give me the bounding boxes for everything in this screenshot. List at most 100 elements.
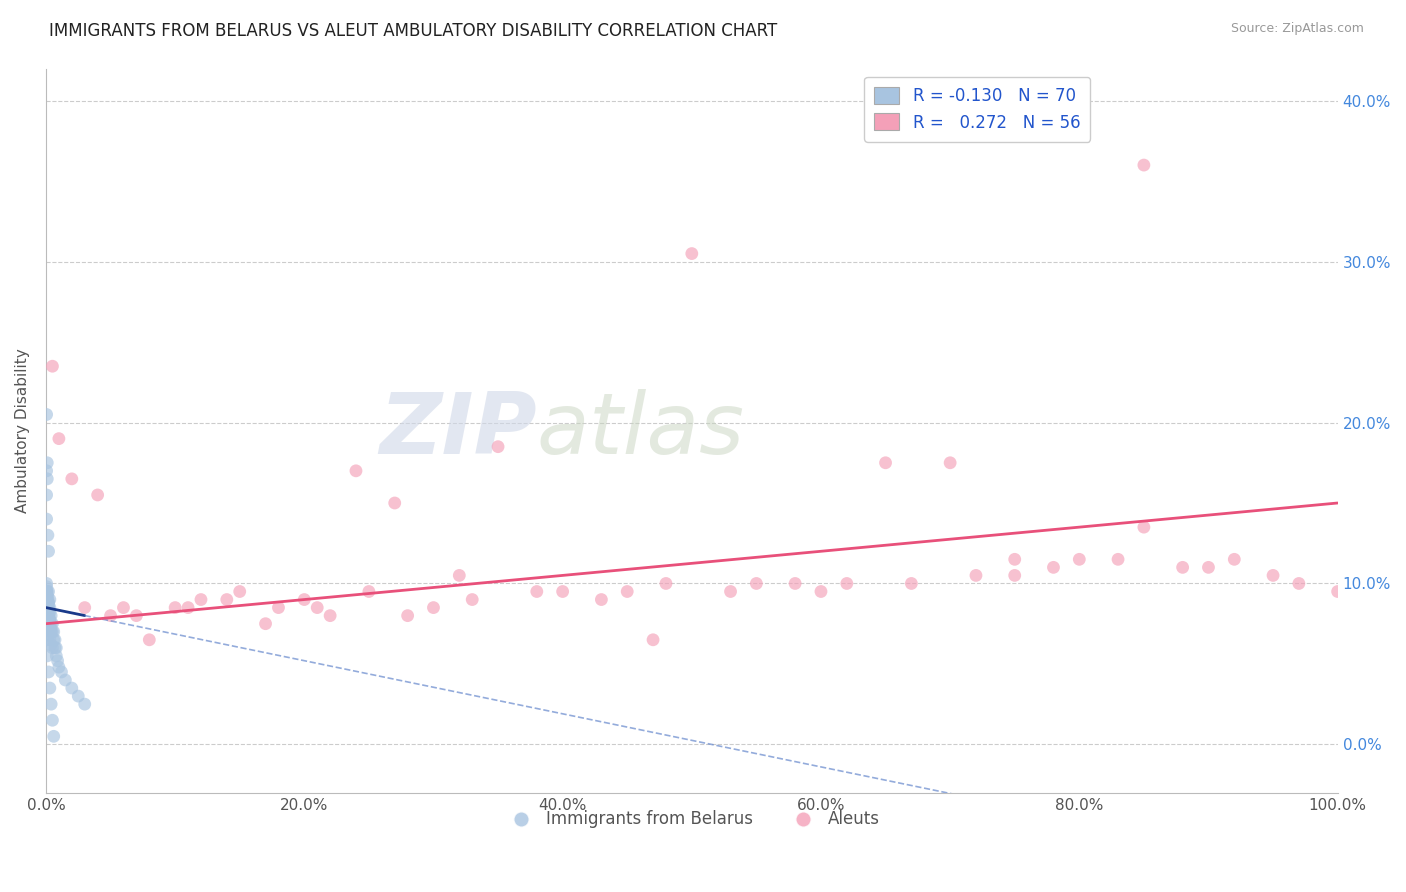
Point [190,592,212,607]
Point [35,632,58,647]
Point [38,592,60,607]
Point [48,432,70,446]
Text: ZIP: ZIP [380,389,537,472]
Point [384,496,406,510]
Point [1004,552,1026,566]
Point [835,576,858,591]
Point [1223,552,1246,566]
Point [37,456,59,470]
Point [254,616,277,631]
Point [35,608,58,623]
Point [112,600,135,615]
Text: atlas: atlas [537,389,745,472]
Point [307,600,329,615]
Legend: Immigrants from Belarus, Aleuts: Immigrants from Belarus, Aleuts [498,804,886,835]
Point [449,568,471,582]
Point [215,592,238,607]
Point [422,600,444,615]
Point [38,681,60,695]
Point [35,580,58,594]
Point [267,600,290,615]
Text: Source: ZipAtlas.com: Source: ZipAtlas.com [1230,22,1364,36]
Point [37,600,59,615]
Point [39,697,62,711]
Point [35,592,58,607]
Point [551,584,574,599]
Point [73,697,96,711]
Point [38,612,60,626]
Point [38,612,60,626]
Point [319,608,342,623]
Point [39,638,62,652]
Point [125,608,148,623]
Point [73,600,96,615]
Point [810,584,832,599]
Point [35,584,58,599]
Point [37,588,59,602]
Point [45,640,67,655]
Point [51,665,73,679]
Point [38,584,60,599]
Point [965,568,987,582]
Point [785,576,807,591]
Point [344,464,367,478]
Point [41,640,63,655]
Point [1326,584,1348,599]
Point [37,600,59,615]
Point [46,654,69,668]
Point [655,576,678,591]
Point [44,640,66,655]
Point [38,600,60,615]
Point [38,596,60,610]
Point [461,592,484,607]
Point [100,608,122,623]
Point [35,584,58,599]
Point [39,624,62,639]
Point [228,584,250,599]
Point [41,624,63,639]
Point [38,606,60,620]
Point [38,616,60,631]
Point [616,584,638,599]
Point [138,632,160,647]
Point [37,472,59,486]
Point [35,512,58,526]
Point [641,632,664,647]
Point [35,576,58,591]
Point [60,681,83,695]
Y-axis label: Ambulatory Disability: Ambulatory Disability [15,348,30,513]
Point [41,713,63,727]
Point [39,622,62,636]
Point [37,528,59,542]
Point [38,596,60,610]
Point [1288,576,1310,591]
Point [1133,158,1156,172]
Point [37,648,59,663]
Point [486,440,509,454]
Point [38,632,60,647]
Point [38,665,60,679]
Point [357,584,380,599]
Point [39,616,62,631]
Point [37,600,59,615]
Point [1198,560,1220,574]
Point [745,576,768,591]
Point [35,488,58,502]
Point [165,600,187,615]
Point [38,600,60,615]
Point [37,584,59,599]
Text: IMMIGRANTS FROM BELARUS VS ALEUT AMBULATORY DISABILITY CORRELATION CHART: IMMIGRANTS FROM BELARUS VS ALEUT AMBULAT… [49,22,778,40]
Point [44,632,66,647]
Point [1261,568,1284,582]
Point [60,472,83,486]
Point [591,592,613,607]
Point [41,616,63,631]
Point [38,608,60,623]
Point [41,359,63,374]
Point [37,608,59,623]
Point [39,608,62,623]
Point [42,624,65,639]
Point [292,592,315,607]
Point [42,632,65,647]
Point [526,584,548,599]
